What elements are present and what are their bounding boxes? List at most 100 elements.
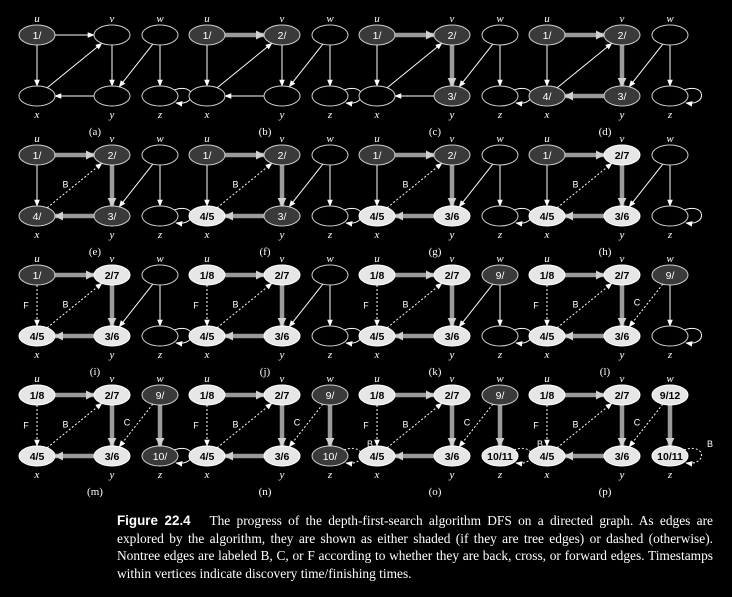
- edge-w-y: [118, 163, 154, 208]
- vertex-w: [651, 24, 689, 46]
- edge-z-z: [683, 327, 702, 347]
- timestamp-u: 1/: [203, 30, 212, 42]
- edge-label-x-v: B: [62, 420, 68, 430]
- vertex-x: [528, 205, 566, 227]
- vertex-w: [311, 24, 349, 46]
- vertex-label-w: w: [326, 13, 334, 25]
- vertex-u: [528, 144, 566, 166]
- vertex-x: [528, 445, 566, 467]
- vertex-v: [93, 264, 131, 286]
- vertex-z: [311, 445, 349, 467]
- vertex-y: [263, 325, 301, 347]
- vertex-z: [651, 325, 689, 347]
- vertex-label-x: x: [374, 469, 380, 481]
- panel-k: F B 1/8 u 2/7 v 9/w 4/5 x 3/6 y z (k): [358, 253, 532, 378]
- vertex-label-w: w: [666, 13, 674, 25]
- vertex-label-z: z: [667, 109, 673, 121]
- edge-label-x-v: B: [232, 300, 238, 310]
- timestamp-y: 3/6: [445, 451, 460, 463]
- timestamp-v: 2/: [278, 150, 287, 162]
- vertex-w: [141, 24, 179, 46]
- timestamp-y: 3/6: [615, 331, 630, 343]
- vertex-v: [263, 264, 301, 286]
- panel-label: (k): [429, 366, 442, 378]
- edge-label-w-y: C: [634, 418, 641, 428]
- vertex-label-z: z: [327, 469, 333, 481]
- timestamp-y: 3/6: [445, 331, 460, 343]
- edge-label-u-x: F: [23, 421, 29, 431]
- panel-label: (h): [599, 246, 612, 258]
- vertex-x: [18, 445, 56, 467]
- edge-w-y: [288, 283, 324, 328]
- vertex-u: [188, 384, 226, 406]
- vertex-z: [141, 445, 179, 467]
- vertex-label-x: x: [34, 229, 40, 241]
- vertex-u: [18, 24, 56, 46]
- edge-w-y: [458, 163, 494, 208]
- timestamp-x: 4/5: [540, 211, 555, 223]
- vertex-label-u: u: [374, 133, 380, 145]
- timestamp-x: 4/5: [540, 451, 555, 463]
- vertex-label-w: w: [666, 373, 674, 385]
- panel-label: (o): [429, 486, 442, 498]
- vertex-y: [603, 445, 641, 467]
- vertex-label-v: v: [280, 133, 285, 145]
- timestamp-x: 4/5: [200, 331, 215, 343]
- vertex-label-u: u: [544, 253, 550, 265]
- vertex-label-v: v: [110, 373, 115, 385]
- vertex-w: [481, 384, 519, 406]
- edge-x-v: [556, 42, 613, 89]
- vertex-u: [358, 24, 396, 46]
- vertex-y: [93, 325, 131, 347]
- vertex-z: [311, 325, 349, 347]
- vertex-label-v: v: [280, 373, 285, 385]
- vertex-label-z: z: [157, 229, 163, 241]
- vertex-label-z: z: [667, 229, 673, 241]
- edge-label-z-z: B: [707, 439, 713, 449]
- timestamp-y: 3/6: [105, 331, 120, 343]
- vertex-label-z: z: [157, 109, 163, 121]
- vertex-u: [358, 264, 396, 286]
- timestamp-u: 1/: [33, 150, 42, 162]
- vertex-v: [93, 144, 131, 166]
- vertex-u: [188, 144, 226, 166]
- panel-label: (j): [260, 366, 271, 378]
- vertex-label-x: x: [544, 229, 550, 241]
- vertex-z: [481, 85, 519, 107]
- vertex-label-y: y: [279, 109, 285, 121]
- panel-c: 1/u 2/v w x 3/y z (c): [358, 13, 532, 138]
- vertex-label-x: x: [374, 109, 380, 121]
- edge-x-v: [46, 162, 103, 209]
- vertex-x: [358, 85, 396, 107]
- timestamp-y: 3/: [278, 211, 287, 223]
- vertex-label-w: w: [326, 253, 334, 265]
- vertex-label-y: y: [109, 229, 115, 241]
- timestamp-w: 9/12: [660, 390, 681, 402]
- timestamp-u: 1/: [203, 150, 212, 162]
- vertex-x: [358, 205, 396, 227]
- edge-label-x-v: B: [232, 420, 238, 430]
- panel-label: (c): [429, 126, 442, 138]
- vertex-label-v: v: [450, 13, 455, 25]
- timestamp-v: 2/7: [275, 390, 290, 402]
- vertex-label-z: z: [497, 109, 503, 121]
- vertex-x: [528, 85, 566, 107]
- vertex-label-w: w: [666, 253, 674, 265]
- edge-label-u-x: F: [363, 421, 369, 431]
- edge-w-y: [628, 43, 664, 88]
- vertex-x: [188, 325, 226, 347]
- vertex-label-x: x: [204, 349, 210, 361]
- vertex-w: [651, 384, 689, 406]
- vertex-label-u: u: [204, 13, 210, 25]
- edge-x-v: [216, 282, 273, 329]
- vertex-label-x: x: [34, 469, 40, 481]
- timestamp-v: 2/: [448, 150, 457, 162]
- panel-label: (n): [259, 486, 272, 498]
- edge-label-x-v: B: [62, 300, 68, 310]
- timestamp-v: 2/7: [105, 270, 120, 282]
- vertex-label-v: v: [280, 253, 285, 265]
- vertex-w: [311, 384, 349, 406]
- vertex-label-z: z: [497, 349, 503, 361]
